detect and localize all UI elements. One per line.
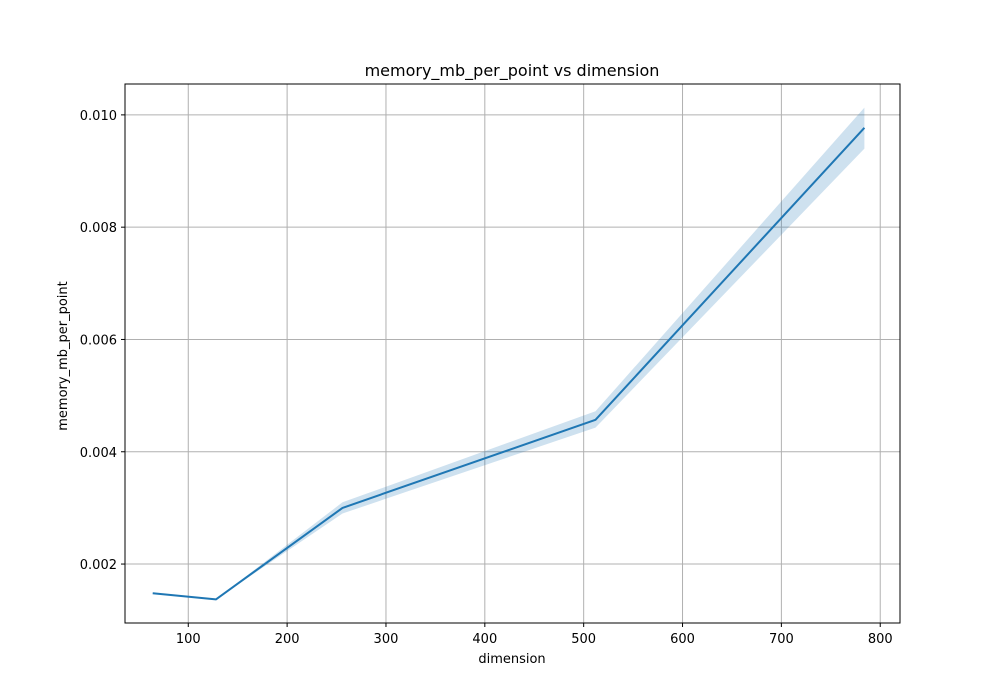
series-line-0	[152, 127, 866, 601]
y-tick-label-4: 0.010	[80, 109, 117, 124]
x-tick-label-400: 400	[472, 632, 497, 647]
series-line-group	[152, 127, 866, 601]
x-tick-label-200: 200	[275, 632, 300, 647]
grid-lines	[125, 84, 900, 623]
y-tick-label-0: 0.002	[80, 558, 117, 573]
x-tick-label-300: 300	[374, 632, 399, 647]
x-axis-ticks: 100 200 300 400 500 600 700 800	[176, 623, 893, 647]
x-tick-label-800: 800	[868, 632, 893, 647]
x-tick-label-100: 100	[176, 632, 201, 647]
x-tick-label-600: 600	[670, 632, 695, 647]
chart-title: memory_mb_per_point vs dimension	[365, 61, 660, 81]
y-tick-label-2: 0.006	[80, 333, 117, 348]
y-tick-label-3: 0.008	[80, 221, 117, 236]
plot-frame	[124, 83, 901, 624]
x-tick-label-700: 700	[769, 632, 794, 647]
y-axis-ticks: 0.002 0.004 0.006 0.008 0.010	[80, 109, 125, 573]
x-tick-label-500: 500	[571, 632, 596, 647]
x-axis-title: dimension	[478, 652, 545, 667]
y-tick-label-1: 0.004	[80, 446, 117, 461]
y-axis-title: memory_mb_per_point	[56, 281, 71, 430]
